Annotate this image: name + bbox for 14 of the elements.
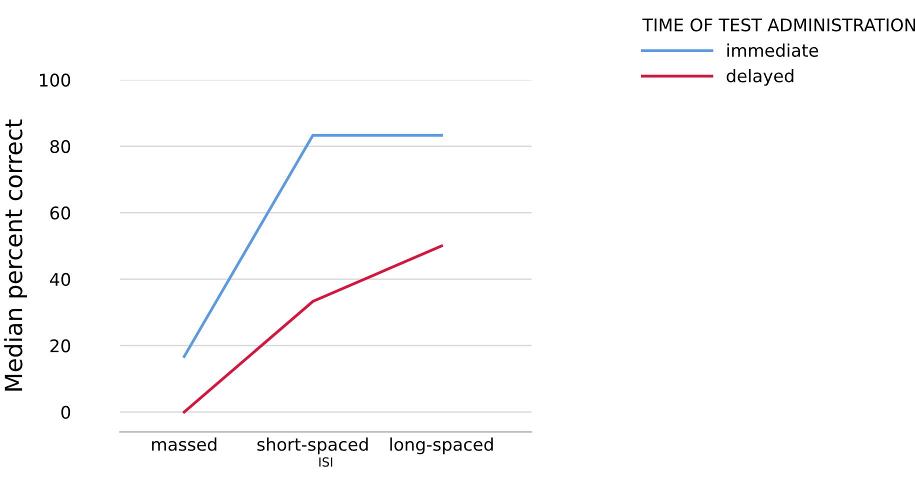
y-tick-label: 40: [50, 272, 70, 286]
x-tick-label: long-spaced: [390, 437, 493, 454]
legend-title: TIME OF TEST ADMINISTRATION: [642, 18, 915, 32]
legend-label: immediate: [727, 44, 818, 57]
y-tick-label: 80: [50, 140, 70, 154]
y-tick-label: 100: [40, 74, 70, 87]
y-tick-label: 20: [50, 339, 70, 352]
y-axis-title: Median percent correct: [4, 119, 28, 391]
legend-label: delayed: [726, 68, 794, 86]
x-tick-label: massed: [152, 437, 216, 451]
y-tick-label: 60: [50, 206, 70, 220]
x-axis-title: ISI: [319, 457, 332, 467]
x-tick-label: short-spaced: [257, 437, 368, 454]
y-tick-label: 0: [61, 406, 70, 419]
